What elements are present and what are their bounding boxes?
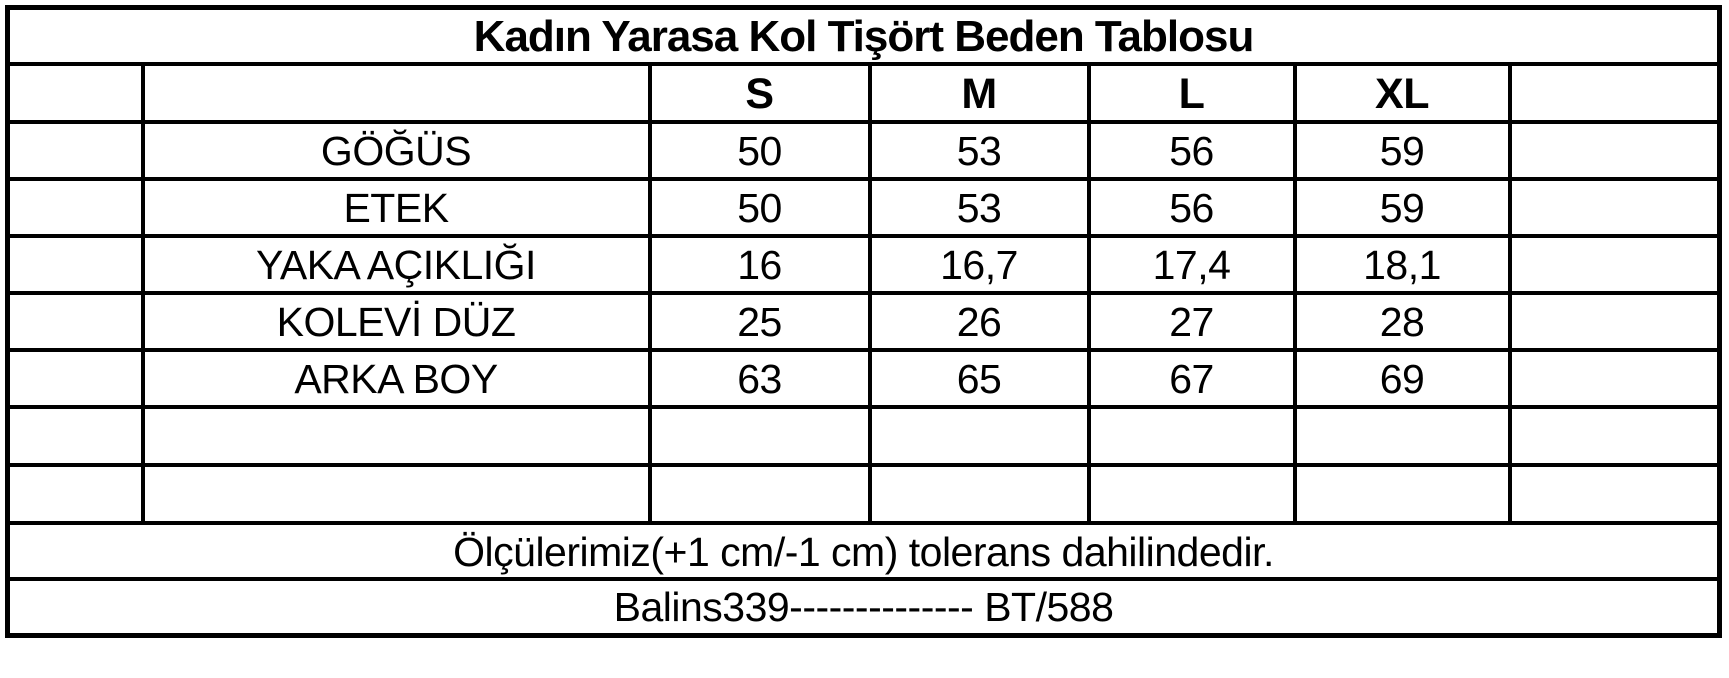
trailing-empty-cell — [1507, 120, 1722, 181]
leading-empty-cell — [5, 177, 145, 238]
empty-cell — [647, 463, 872, 525]
size-header-l: L — [1086, 62, 1297, 124]
empty-cell — [140, 405, 652, 467]
value-cell: 69 — [1292, 348, 1512, 409]
measurement-label: ETEK — [140, 177, 652, 238]
leading-empty-cell — [5, 234, 145, 295]
empty-cell — [1292, 405, 1512, 467]
empty-cell — [867, 463, 1091, 525]
table-row-gogus: GÖĞÜS 50 53 56 59 — [5, 120, 1722, 181]
measurement-label: GÖĞÜS — [140, 120, 652, 181]
trailing-empty-cell — [1507, 291, 1722, 352]
empty-cell — [1507, 463, 1722, 525]
value-cell: 17,4 — [1086, 234, 1297, 295]
value-cell: 27 — [1086, 291, 1297, 352]
value-cell: 16,7 — [867, 234, 1091, 295]
label-header-cell — [140, 62, 652, 124]
size-header-m: M — [867, 62, 1091, 124]
value-cell: 53 — [867, 120, 1091, 181]
leading-empty-cell — [5, 120, 145, 181]
empty-cell — [867, 405, 1091, 467]
empty-cell — [5, 463, 145, 525]
empty-cell — [5, 405, 145, 467]
measurement-label: YAKA AÇIKLIĞI — [140, 234, 652, 295]
value-cell: 25 — [647, 291, 872, 352]
table-row-yaka-acikligi: YAKA AÇIKLIĞI 16 16,7 17,4 18,1 — [5, 234, 1722, 295]
value-cell: 63 — [647, 348, 872, 409]
table-row-etek: ETEK 50 53 56 59 — [5, 177, 1722, 238]
value-cell: 26 — [867, 291, 1091, 352]
size-header-row: S M L XL — [5, 62, 1722, 124]
measurement-label: KOLEVİ DÜZ — [140, 291, 652, 352]
empty-row — [5, 405, 1722, 467]
table-title: Kadın Yarasa Kol Tişört Beden Tablosu — [5, 5, 1722, 66]
leading-empty-cell — [5, 291, 145, 352]
table-row-kolevi-duz: KOLEVİ DÜZ 25 26 27 28 — [5, 291, 1722, 352]
value-cell: 50 — [647, 120, 872, 181]
corner-empty-cell — [5, 62, 145, 124]
tolerance-row: Ölçülerimiz(+1 cm/-1 cm) tolerans dahili… — [5, 521, 1722, 581]
trailing-header-cell — [1507, 62, 1722, 124]
value-cell: 65 — [867, 348, 1091, 409]
size-header-s: S — [647, 62, 872, 124]
empty-cell — [1292, 463, 1512, 525]
value-cell: 18,1 — [1292, 234, 1512, 295]
value-cell: 59 — [1292, 120, 1512, 181]
value-cell: 28 — [1292, 291, 1512, 352]
measurement-label: ARKA BOY — [140, 348, 652, 409]
empty-cell — [1507, 405, 1722, 467]
reference-note: Balins339-------------- BT/588 — [5, 577, 1722, 637]
tolerance-note: Ölçülerimiz(+1 cm/-1 cm) tolerans dahili… — [5, 521, 1722, 581]
value-cell: 56 — [1086, 177, 1297, 238]
value-cell: 56 — [1086, 120, 1297, 181]
leading-empty-cell — [5, 348, 145, 409]
value-cell: 53 — [867, 177, 1091, 238]
title-row: Kadın Yarasa Kol Tişört Beden Tablosu — [5, 5, 1722, 66]
trailing-empty-cell — [1507, 234, 1722, 295]
value-cell: 50 — [647, 177, 872, 238]
table-row-arka-boy: ARKA BOY 63 65 67 69 — [5, 348, 1722, 409]
value-cell: 59 — [1292, 177, 1512, 238]
empty-row — [5, 463, 1722, 525]
value-cell: 67 — [1086, 348, 1297, 409]
empty-cell — [1086, 405, 1297, 467]
empty-cell — [140, 463, 652, 525]
trailing-empty-cell — [1507, 177, 1722, 238]
empty-cell — [1086, 463, 1297, 525]
size-header-xl: XL — [1292, 62, 1512, 124]
trailing-empty-cell — [1507, 348, 1722, 409]
value-cell: 16 — [647, 234, 872, 295]
reference-row: Balins339-------------- BT/588 — [5, 577, 1722, 637]
empty-cell — [647, 405, 872, 467]
size-chart-table: Kadın Yarasa Kol Tişört Beden Tablosu S … — [5, 5, 1723, 638]
